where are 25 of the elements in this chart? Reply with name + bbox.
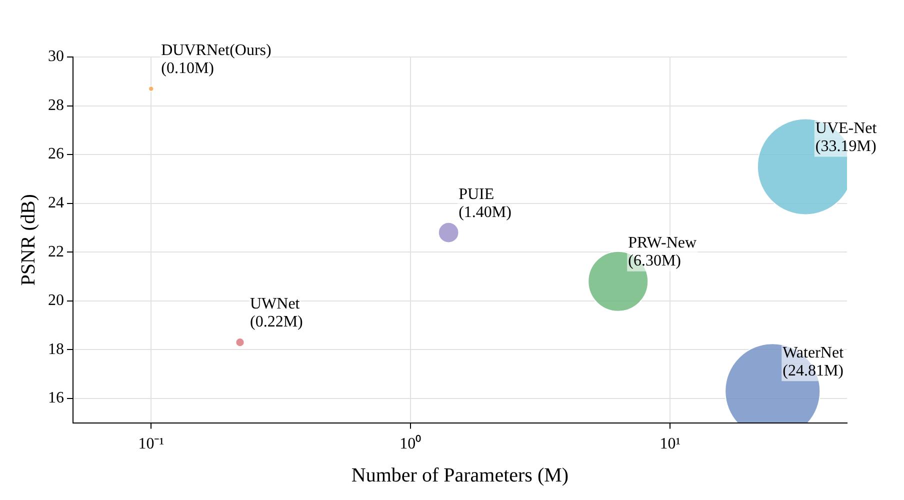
x-axis-title: Number of Parameters (M) [351, 464, 569, 486]
series-label: PRW-New [628, 234, 698, 252]
annotation: (24.81M) [782, 362, 844, 380]
annotation: (33.19M) [815, 138, 876, 155]
y-tick-label: 24 [48, 194, 64, 212]
x-tick-label: 10⁻¹ [138, 436, 164, 453]
x-tick-label: 10¹ [660, 436, 681, 453]
y-tick-label: 26 [48, 146, 64, 163]
annotation: (0.10M) [161, 60, 214, 77]
y-tick-label: 28 [48, 96, 64, 114]
x-tick-label: 10⁰ [400, 434, 422, 453]
series-label: UVE-Net [815, 120, 878, 137]
annotation: (6.30M) [628, 252, 682, 270]
y-tick-label: 18 [48, 340, 64, 358]
series-label: DUVRNet(Ours) [161, 42, 272, 59]
series-label: PUIE [458, 186, 494, 203]
series-label: WaterNet [782, 344, 844, 362]
y-axis-title: PSNR (dB) [17, 194, 40, 286]
y-tick-label: 22 [48, 243, 64, 260]
y-tick-label: 30 [48, 48, 64, 66]
y-tick-label: 20 [48, 292, 64, 310]
annotation: (1.40M) [458, 204, 512, 221]
y-tick-label: 16 [48, 390, 64, 407]
series-label: UWNet [250, 296, 300, 313]
annotation: (0.22M) [250, 314, 303, 331]
